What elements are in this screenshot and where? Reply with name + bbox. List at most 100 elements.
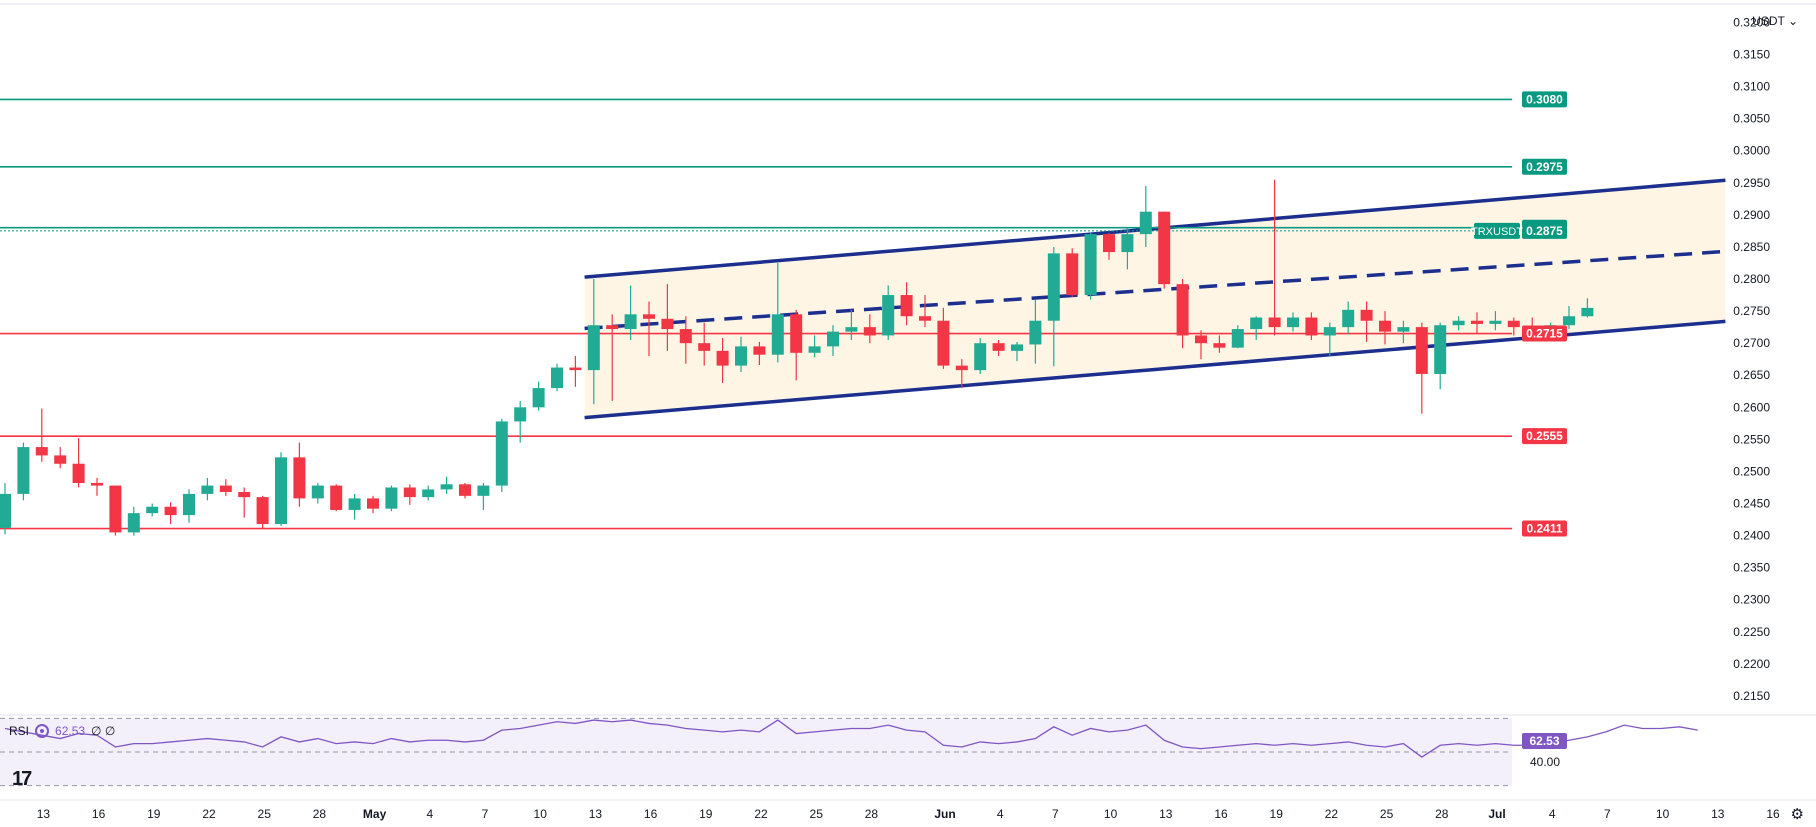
x-tick-10: 10 [1104,807,1118,821]
x-tick-25: 25 [258,807,272,821]
candle-body-55 [1011,344,1023,351]
candle-body-69 [1268,317,1281,328]
rsi-label: RSI [9,724,30,738]
symbol-badge-text: TRXUSDT [1471,226,1523,238]
x-tick-16: 16 [1214,807,1228,821]
x-tick-10: 10 [534,807,548,821]
candle-body-48 [882,295,895,336]
currency-selector[interactable]: USDT ⌄ [1752,14,1798,28]
candle-body-1 [17,447,30,494]
candle-body-17 [311,485,324,499]
x-tick-Jul: Jul [1488,807,1505,821]
y-tick-0.2900: 0.2900 [1733,208,1770,222]
candle-body-86 [1581,307,1594,317]
x-tick-28: 28 [865,807,879,821]
candle-body-16 [293,457,306,499]
level-badge-0.3080-text: 0.3080 [1526,92,1563,106]
x-tick-10: 10 [1656,807,1670,821]
candle-body-35 [643,314,655,319]
y-tick-0.3150: 0.3150 [1733,48,1770,62]
candle-body-60 [1103,234,1115,253]
candle-body-29 [532,388,545,408]
y-tick-0.2300: 0.2300 [1733,593,1770,607]
x-tick-4: 4 [1549,807,1556,821]
tradingview-logo-icon: 17 [12,768,32,790]
rsi-pane: 62.53 40.00 [0,714,1816,787]
price-axis[interactable]: 0.3200 0.3150 0.3100 0.3050 0.3000 0.2950 0.29… [0,3,1816,703]
x-tick-19: 19 [699,807,713,821]
candle-body-4 [72,463,85,484]
rsi-value-badge-text: 62.53 [1529,734,1559,748]
level-badge-0.2411-text: 0.2411 [1526,522,1562,536]
candle-body-19 [348,498,361,510]
y-tick-0.2800: 0.2800 [1733,272,1770,286]
candle-body-71 [1305,317,1318,336]
levels-layer [0,98,1512,530]
candle-body-42 [771,314,784,355]
candle-body-20 [367,498,379,509]
candle-body-14 [256,497,269,525]
candle-body-82 [1507,320,1520,328]
candle-body-68 [1250,317,1263,330]
y-tick-0.3050: 0.3050 [1733,112,1770,126]
x-tick-13: 13 [589,807,603,821]
candle-body-56 [1029,320,1042,345]
x-tick-16: 16 [92,807,106,821]
candle-body-21 [385,487,398,509]
x-tick-22: 22 [202,807,216,821]
y-tick-0.3200: 0.3200 [1733,15,1770,29]
rsi-extra: ∅ ∅ [91,724,116,738]
y-tick-0.3100: 0.3100 [1733,80,1770,94]
candle-body-50 [919,316,931,321]
candle-body-38 [698,343,711,351]
rsi-value-badge-bg [1522,733,1567,749]
x-tick-4: 4 [426,807,433,821]
candle-body-11 [201,485,214,494]
candle-body-78 [1434,325,1447,374]
candle-body-33 [606,325,619,330]
candle-body-45 [827,331,839,347]
x-tick-13: 13 [37,807,51,821]
current-price-badge-text: 0.2875 [1526,224,1563,238]
time-axis[interactable]: 13 16 19 22 25 28 May 4 7 10 13 16 19 22 25 28 Jun 4 7 10 13… [0,799,1816,821]
candle-body-59 [1084,234,1097,296]
channel-layer [584,178,1726,420]
candle-body-39 [716,350,729,366]
candle-body-74 [1360,309,1373,321]
x-tick-4: 4 [997,807,1004,821]
candle-body-25 [459,484,471,496]
level-badge-0.2975-text: 0.2975 [1526,160,1563,174]
candle-body-8 [146,506,159,514]
y-tick-0.2150: 0.2150 [1733,689,1770,703]
rsi-tick-40: 40.00 [1530,755,1560,769]
x-tick-Jun: Jun [934,807,955,821]
candle-body-36 [661,318,674,330]
x-tick-May: May [363,807,387,821]
candle-body-52 [955,365,968,371]
gear-icon[interactable]: ⚙ [1790,806,1804,823]
level-badge-0.2715-bg [1522,325,1567,342]
rsi-legend: RSI 62.53 ∅ ∅ [9,724,115,738]
candle-body-30 [551,367,563,389]
x-tick-28: 28 [1435,807,1449,821]
candle-body-10 [183,493,195,516]
x-tick-28: 28 [313,807,327,821]
level-badge-0.3080-bg [1522,91,1567,108]
candle-body-7 [127,513,140,533]
x-tick-13: 13 [1711,807,1725,821]
eye-icon[interactable] [35,724,50,738]
channel-fill [584,180,1726,418]
y-tick-0.2500: 0.2500 [1733,464,1770,478]
symbol-badge-bg [1474,222,1520,239]
candle-body-5 [91,483,103,486]
x-tick-22: 22 [754,807,768,821]
x-tick-7: 7 [482,807,489,821]
candle-body-41 [753,346,766,355]
candle-body-65 [1195,335,1207,344]
y-tick-0.2250: 0.2250 [1733,625,1770,639]
y-tick-0.2450: 0.2450 [1733,497,1770,511]
channel-middle-line [584,249,1726,331]
y-tick-0.3000: 0.3000 [1733,144,1770,158]
channel-upper-line [584,178,1726,279]
